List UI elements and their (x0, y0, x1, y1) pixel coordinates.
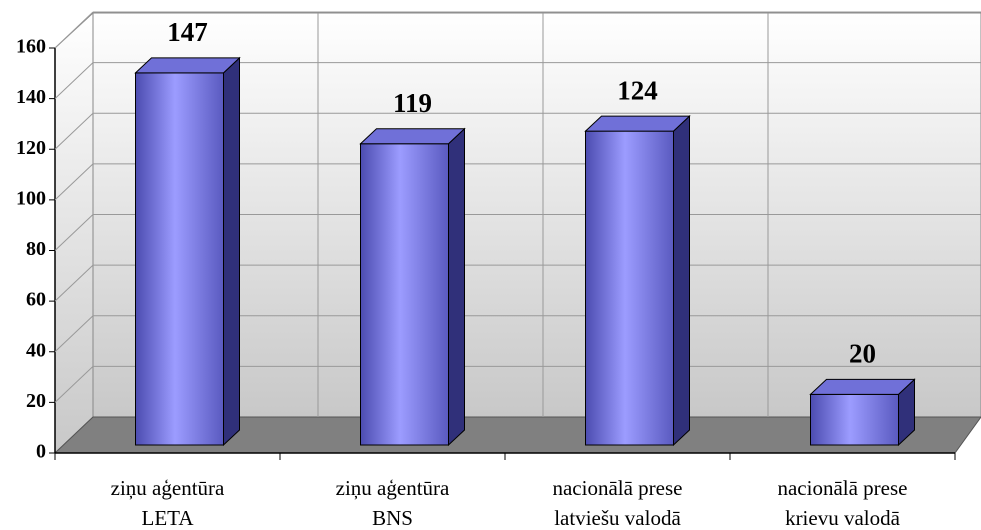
grid-line (54, 112, 94, 150)
value-label: 119 (393, 88, 432, 118)
y-tick-label: 160 (16, 36, 46, 58)
y-tick-label: 60 (26, 289, 46, 311)
grid-line (54, 315, 94, 353)
bar-side (448, 127, 465, 447)
bar-top (584, 115, 691, 132)
x-tick-label: latviešu valodā (554, 506, 681, 530)
x-tick-label: LETA (142, 506, 195, 530)
value-label: 147 (167, 17, 208, 47)
value-label: 124 (617, 75, 658, 105)
x-tick-label: nacionālā prese (777, 476, 907, 500)
bar-top (809, 378, 916, 395)
value-label: 20 (849, 339, 876, 369)
grid-line (54, 163, 94, 201)
bar (360, 143, 449, 446)
x-tick-label: ziņu aģentūra (111, 476, 225, 500)
y-tick-label: 80 (26, 238, 46, 260)
bar-side (673, 114, 690, 447)
grid-line (54, 214, 94, 251)
bar-top (134, 57, 241, 74)
bar (585, 130, 674, 446)
y-tick-label: 40 (26, 339, 46, 361)
grid-line (54, 11, 94, 49)
y-tick-label: 120 (16, 137, 46, 159)
x-tick-label: BNS (372, 506, 413, 530)
bar (135, 72, 224, 446)
y-tick-label: 20 (26, 390, 46, 412)
grid-line (54, 264, 94, 302)
grid-line (54, 62, 94, 99)
y-tick-label: 100 (16, 187, 46, 209)
x-tick-label: nacionālā prese (552, 476, 682, 500)
x-tick-label: krievu valodā (785, 506, 901, 530)
x-tick-label: ziņu aģentūra (336, 476, 450, 500)
grid-line (54, 366, 94, 403)
bar-top (359, 128, 466, 145)
y-tick-label: 0 (36, 441, 46, 463)
y-tick-label: 140 (16, 86, 46, 108)
bar-side (223, 56, 240, 447)
bar (810, 393, 899, 446)
